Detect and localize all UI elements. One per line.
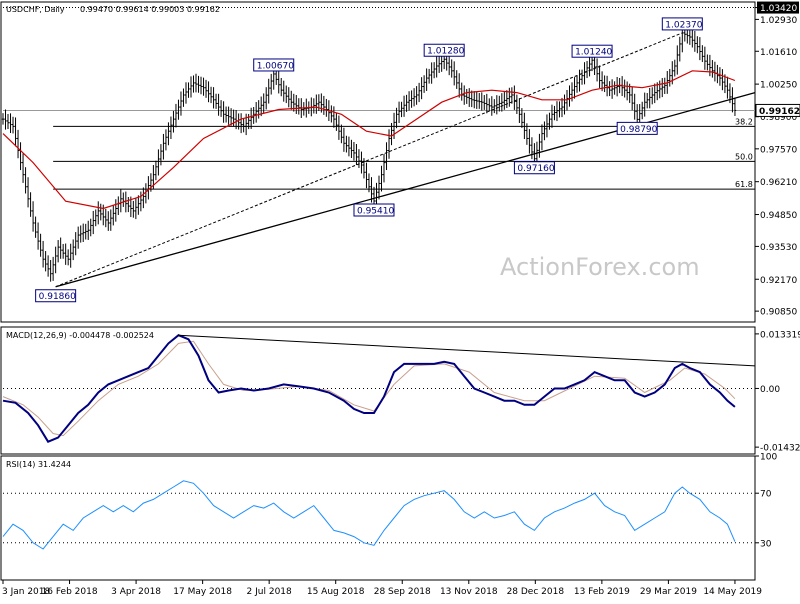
macd-line — [2, 334, 736, 443]
swing-label-text: 0.95410 — [357, 207, 394, 217]
rsi-line — [2, 480, 736, 550]
macd-axis-label: -0.014323 — [760, 444, 800, 454]
moving-average-line — [2, 70, 736, 210]
last-price-box — [755, 103, 800, 117]
swing-label-box — [661, 17, 703, 31]
x-axis-label: 14 May 2019 — [703, 587, 762, 597]
price-axis-label: 0.93530 — [760, 243, 797, 253]
swing-label-text: 1.00670 — [257, 61, 294, 71]
x-axis-label: 3 Apr 2018 — [111, 587, 161, 597]
fib-level-label: 38.2 — [735, 117, 753, 126]
macd-signal-line — [2, 340, 736, 437]
swing-label-box — [35, 289, 77, 303]
swing-label-box — [571, 44, 613, 58]
x-axis-label: 28 Sep 2018 — [374, 587, 431, 597]
max-price-label-box — [757, 1, 799, 14]
swing-label-text: 1.01240 — [575, 48, 612, 58]
swing-label-box — [616, 121, 658, 135]
x-axis-label: 29 Mar 2019 — [640, 587, 697, 597]
macd-title: MACD(12,26,9) -0.004478 -0.002524 — [6, 331, 154, 340]
macd-axis-label: 0.013319 — [760, 330, 800, 340]
rsi-axis-label: 30 — [760, 539, 772, 549]
swing-label-text: 1.02370 — [665, 20, 702, 30]
watermark-text: ActionForex.com — [500, 253, 700, 281]
macd-pane-frame — [0, 326, 756, 455]
x-axis-label: 3 Jan 2018 — [2, 587, 50, 597]
rsi-axis-label: 70 — [760, 490, 772, 500]
price-axis-label: 1.02930 — [760, 16, 797, 26]
fib-level-label: 50.0 — [735, 152, 753, 161]
price-chart-title: USDCHF, Daily — [6, 5, 65, 14]
price-axis-label: 1.01610 — [760, 48, 797, 58]
price-axis-label: 0.96210 — [760, 178, 797, 188]
swing-label-text: 0.98790 — [620, 125, 657, 135]
last-price-label: 0.99162 — [759, 107, 800, 117]
x-axis-label: 28 Dec 2018 — [507, 587, 565, 597]
swing-label-text: 0.97160 — [517, 164, 554, 174]
price-axis-label: 0.90850 — [760, 308, 797, 318]
x-axis-label: 15 Aug 2018 — [307, 587, 365, 597]
swing-label-text: 1.01280 — [427, 47, 464, 57]
price-axis-label: 0.98900 — [760, 113, 797, 123]
price-axis-label: 1.00250 — [760, 81, 797, 91]
price-axis-label: 0.97570 — [760, 145, 797, 155]
price-axis-label-max: 1.03420 — [760, 4, 797, 14]
swing-label-box — [423, 43, 465, 57]
x-axis-label: 17 May 2018 — [173, 587, 232, 597]
swing-label-text: 0.91860 — [39, 292, 76, 302]
price-ohlc-values: 0.99470 0.99614 0.99003 0.99162 — [80, 5, 220, 14]
rsi-axis-label: 100 — [760, 453, 777, 463]
swing-label-box — [513, 161, 555, 175]
x-axis-label: 16 Feb 2018 — [42, 587, 98, 597]
price-pane-frame — [0, 1, 756, 323]
macd-trend-line — [178, 334, 756, 367]
fib-level-label: 61.8 — [735, 180, 753, 189]
swing-label-box — [353, 203, 395, 217]
swing-label-box — [253, 58, 295, 72]
rsi-pane-frame — [0, 455, 756, 581]
x-axis-label: 13 Feb 2019 — [574, 587, 630, 597]
x-axis-label: 2 Jul 2018 — [247, 587, 292, 597]
channel-dashed-line — [55, 32, 683, 288]
price-axis-label: 0.94850 — [760, 211, 797, 221]
x-axis-label: 13 Nov 2018 — [440, 587, 498, 597]
price-axis-label: 0.92170 — [760, 276, 797, 286]
macd-axis-label: 0.00 — [760, 385, 780, 395]
rsi-title: RSI(14) 31.4244 — [6, 460, 71, 469]
